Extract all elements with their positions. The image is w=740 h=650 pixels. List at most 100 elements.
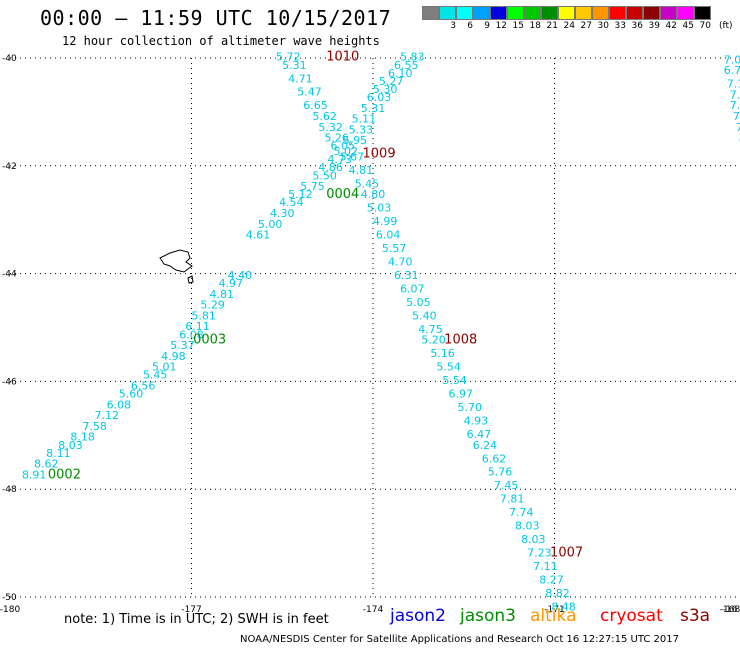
colorbar-cell — [558, 6, 575, 20]
colorbar-cell — [626, 6, 643, 20]
wave-height-value: 5.62 — [312, 110, 337, 123]
colorbar-cell — [660, 6, 677, 20]
wave-height-value: 6.55 — [394, 59, 419, 72]
colorbar-label: 45 — [682, 21, 694, 31]
wave-height-value: 7.12 — [95, 409, 120, 422]
wave-height-value: 6.65 — [303, 99, 328, 112]
wave-height-value: 4.86 — [318, 161, 343, 174]
wave-height-value: 7.58 — [82, 420, 107, 433]
wave-height-value: 5.00 — [258, 218, 283, 231]
wave-height-value: 7.09 — [730, 99, 740, 112]
colorbar-cell — [643, 6, 660, 20]
colorbar-cell — [507, 6, 524, 20]
y-tick-label: -46 — [2, 377, 17, 387]
wave-height-value: 7.13 — [727, 78, 740, 91]
colorbar-label: 21 — [546, 21, 558, 31]
wave-height-value: 7.00 — [733, 110, 740, 123]
colorbar-cell — [456, 6, 473, 20]
wave-height-value: 7.11 — [730, 88, 740, 101]
wave-height-value: 5.81 — [191, 309, 216, 322]
wave-height-value: 8.91 — [22, 468, 47, 481]
wave-height-value: 5.01 — [152, 361, 177, 374]
wave-height-value: 5.12 — [288, 188, 313, 201]
colorbar-cell — [694, 6, 711, 20]
pass-time-label: 1010 — [326, 50, 359, 65]
wave-height-value: 5.45 — [355, 177, 380, 190]
x-tick-label: -174 — [363, 605, 384, 615]
wave-height-value: 5.31 — [361, 102, 386, 115]
wave-height-value: 6.62 — [482, 452, 507, 465]
colorbar-label: 39 — [648, 21, 660, 31]
wave-height-value: 5.32 — [318, 121, 343, 134]
colorbar-label: 70 — [699, 21, 711, 31]
colorbar-label: 15 — [512, 21, 524, 31]
island-outline-small — [187, 275, 194, 284]
wave-height-value: 7.04 — [736, 121, 740, 134]
chart-title: 00:00 – 11:59 UTC 10/15/2017 — [40, 6, 392, 30]
wave-height-value: 5.27 — [379, 75, 404, 88]
legend-item: altika — [530, 606, 577, 626]
pass-time-label: 1008 — [444, 333, 477, 348]
pass-time-label: 1007 — [550, 546, 583, 561]
wave-height-value: 5.70 — [458, 401, 483, 414]
colorbar-labels: 3 6 9 12 15 18 21 24 27 30 33 36 39 42 45 70 — [422, 21, 711, 31]
wave-height-value: 8.11 — [46, 447, 71, 460]
wave-height-value: 5.30 — [373, 83, 398, 96]
colorbar-cell — [609, 6, 626, 20]
wave-height-value: 8.18 — [70, 431, 95, 444]
colorbar-label: 9 — [484, 21, 490, 31]
wave-height-value: 5.47 — [297, 86, 322, 99]
wave-height-value: 6.08 — [179, 328, 204, 341]
wave-height-value: 8.82 — [545, 587, 570, 600]
wave-height-value: 6.47 — [467, 428, 492, 441]
wave-height-value: 4.70 — [388, 256, 413, 269]
wave-height-value: 5.33 — [349, 123, 374, 136]
y-tick-label: -50 — [2, 593, 17, 603]
footer-credit: NOAA/NESDIS Center for Satellite Applica… — [240, 634, 679, 645]
y-tick-label: -40 — [2, 54, 17, 64]
pass-time-label: 0004 — [326, 187, 359, 202]
pass-time-label: 1009 — [363, 147, 396, 162]
x-tick-label: -177 — [181, 605, 201, 615]
colorbar-cell — [524, 6, 541, 20]
wave-height-value: 8.48 — [551, 600, 576, 613]
pass-time-label: 0002 — [48, 467, 81, 482]
wave-height-value: 4.75 — [418, 323, 443, 336]
colorbar-unit: (ft) — [719, 21, 733, 31]
chart-subtitle: 12 hour collection of altimeter wave hei… — [62, 34, 380, 48]
wave-height-value: 5.54 — [436, 361, 461, 374]
legend-item: s3a — [680, 606, 711, 626]
wave-height-value: 5.37 — [170, 339, 195, 352]
colorbar-label: 18 — [529, 21, 541, 31]
wave-height-value: 6.97 — [448, 388, 473, 401]
colorbar-cell — [592, 6, 609, 20]
pass-time-label: 0003 — [193, 333, 226, 348]
wave-height-value: 6.11 — [185, 320, 210, 333]
wave-height-value: 5.11 — [352, 113, 377, 126]
colorbar-cell — [490, 6, 507, 20]
wave-height-value: 6.08 — [107, 398, 132, 411]
x-tick-label: -168 — [720, 605, 740, 615]
island-outline — [159, 249, 193, 273]
wave-height-value: 5.95 — [343, 134, 368, 147]
colorbar-label: 36 — [631, 21, 643, 31]
wave-height-value: 5.02 — [334, 145, 359, 158]
colorbar-label: 30 — [597, 21, 609, 31]
wave-height-value: 4.61 — [246, 229, 271, 242]
wave-height-value: 5.57 — [382, 242, 407, 255]
wave-height-value: 5.72 — [276, 51, 301, 64]
wave-height-value: 8.03 — [58, 439, 83, 452]
wave-height-value: 4.93 — [464, 415, 489, 428]
wave-height-value: 5.75 — [300, 180, 325, 193]
wave-height-value: 4.98 — [161, 350, 186, 363]
colorbar-label: 6 — [467, 21, 473, 31]
wave-height-value: 5.31 — [282, 59, 307, 72]
wave-height-value: 5.60 — [119, 388, 144, 401]
wave-height-value: 7.04 — [724, 53, 740, 66]
wave-height-value: 5.40 — [412, 309, 437, 322]
wave-height-value: 6.24 — [473, 439, 498, 452]
wave-height-value: 4.71 — [288, 72, 313, 85]
x-tick-label: -16 — [723, 605, 738, 615]
colorbar-label: 33 — [614, 21, 626, 31]
